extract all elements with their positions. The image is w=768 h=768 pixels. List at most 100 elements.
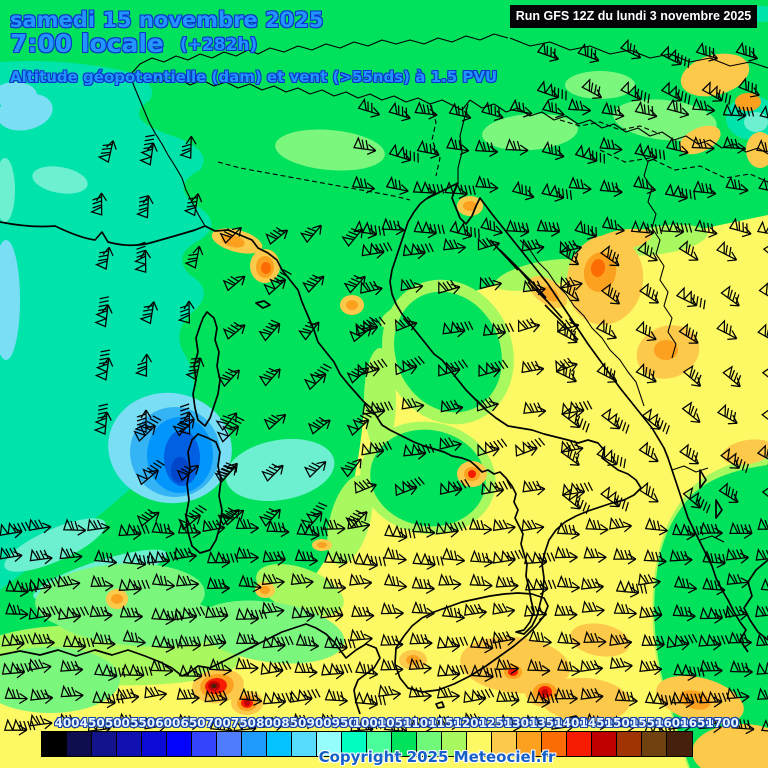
colorbar-label: 700 [205,716,231,730]
wind-barb [599,245,620,267]
wind-barb [136,509,160,527]
wind-barb [411,576,435,594]
wind-barb [694,219,718,238]
colorbar-label: 900 [306,716,332,730]
colorbar-label: 1100 [403,716,437,730]
wind-barb [291,605,323,622]
wind-barb [446,136,470,156]
wind-barb [408,657,432,675]
wind-barb [381,217,405,236]
colorbar-label: 450 [79,716,105,730]
wind-barb [378,684,402,700]
wind-barb [536,80,567,101]
wind-barb [351,604,375,622]
map-fill-region [468,470,476,478]
wind-barb [583,630,607,648]
wind-barb [567,97,592,116]
wind-barb [380,658,404,676]
wind-barb [122,629,146,648]
coastline [527,281,563,319]
wind-barb [403,443,435,460]
wind-barb [324,550,356,569]
wind-barb [580,687,604,703]
wind-barb [266,519,290,538]
wind-barb [262,549,286,566]
wind-barb [151,634,183,653]
wind-barb [613,601,637,619]
colorbar-swatch [642,732,667,756]
coastline [192,311,221,427]
wind-barb [380,601,404,619]
wind-barb [635,320,657,342]
wind-barb [496,689,520,707]
wind-barb [758,282,768,303]
colorbar-label: 1600 [655,716,689,730]
wind-barb [527,658,551,677]
wind-barb [135,195,154,219]
wind-barb [444,181,476,200]
wind-barb [581,600,605,617]
map-fill-region [692,724,768,768]
coastline [435,701,445,709]
wind-barb [441,547,466,566]
wind-barb [561,406,590,433]
wind-barb [556,322,578,344]
wind-barb [643,548,667,567]
wind-barb [116,687,140,704]
wind-barb [675,286,706,310]
wind-barb [480,216,503,237]
wind-barb [443,237,467,254]
map-fill-region [482,113,578,151]
wind-barb [596,445,627,469]
wind-barb [89,192,108,216]
wind-barb [202,519,226,535]
wind-barb [641,633,665,651]
wind-barb [60,684,84,702]
map-fill-region [735,93,761,111]
wind-barb [258,319,281,342]
colorbar-label: 1050 [377,716,412,730]
colorbar-label: 1150 [428,716,462,730]
wind-barb [94,662,126,682]
wind-barb [295,633,320,652]
colorbar-label: 1200 [453,716,487,730]
colorbar-swatch [292,732,317,756]
wind-barb [28,518,52,534]
wind-barb [208,657,233,676]
wind-barb [492,630,516,646]
wind-barb [555,362,577,384]
wind-barb [639,605,663,622]
wind-barb [302,274,325,294]
wind-barb [574,144,605,165]
wind-barb [263,413,287,431]
wind-barb [139,301,159,325]
map-fill-region [211,684,217,688]
wind-barb [134,353,153,377]
map-fill-region [260,586,270,594]
colorbar-swatch [367,732,392,756]
wind-barb [440,399,464,415]
wind-barb [517,317,541,333]
wind-barb [601,215,625,235]
map-fill-region [0,158,15,222]
colorbar-label: 1250 [478,716,513,730]
border-line [129,74,206,227]
wind-barb [118,712,142,729]
wind-barb [62,634,95,653]
wind-barb [239,687,263,706]
wind-barb [463,688,495,706]
wind-barb [5,602,29,620]
wind-barb [595,319,617,340]
border-line [671,465,709,473]
wind-barb [341,228,364,247]
map-fill-region [4,518,106,572]
wind-barb [119,605,143,623]
wind-barb [698,716,722,734]
map-fill-region [111,594,123,604]
wind-barb [436,635,469,653]
wind-barb [469,635,502,654]
wind-barb [388,143,419,164]
wind-barb [583,546,607,563]
wind-barb [634,142,666,162]
